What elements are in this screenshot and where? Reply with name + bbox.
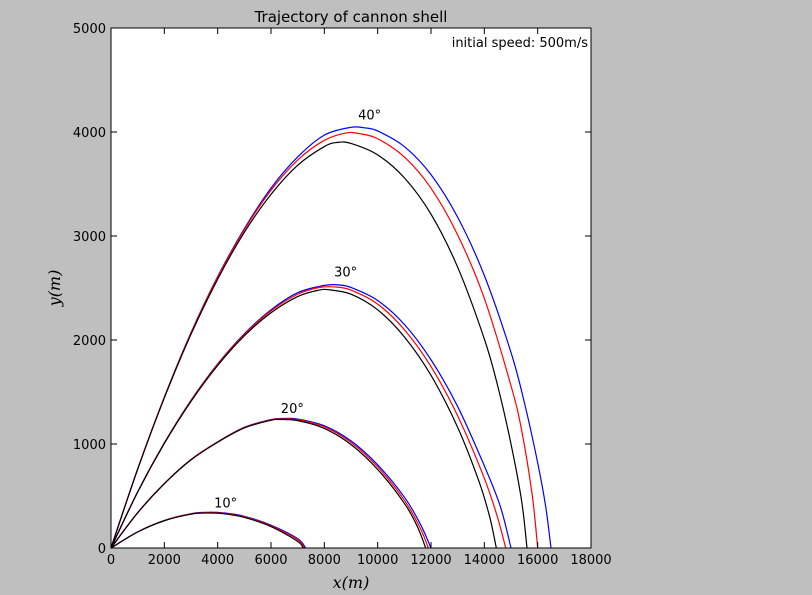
trajectory-20-black <box>110 418 427 549</box>
series-layer <box>110 126 552 549</box>
y-tick-label: 4000 <box>73 126 106 141</box>
y-tick-label: 5000 <box>73 22 106 37</box>
x-tick-label: 14000 <box>464 553 505 568</box>
x-tick-label: 18000 <box>570 553 611 568</box>
x-tick-label: 6000 <box>254 553 287 568</box>
y-tick-label: 0 <box>98 542 106 557</box>
y-axis: 0 1000 2000 3000 4000 5000 <box>73 22 591 557</box>
angle-label: 40° <box>358 109 381 124</box>
x-tick-label: 10000 <box>357 553 398 568</box>
trajectory-10-black <box>110 512 304 549</box>
angle-label: 10° <box>214 496 237 511</box>
trajectory-30-black <box>110 288 497 549</box>
chart-title: Trajectory of cannon shell <box>254 8 448 26</box>
trajectory-40-black <box>110 141 528 549</box>
x-tick-label: 0 <box>107 553 115 568</box>
speed-annotation: initial speed: 500m/s <box>452 36 589 51</box>
plot-frame <box>110 27 592 549</box>
x-tick-label: 2000 <box>148 553 181 568</box>
x-tick-label: 8000 <box>308 553 341 568</box>
angle-label: 20° <box>281 402 304 417</box>
y-axis-label: y(m) <box>45 270 64 308</box>
angle-label: 30° <box>334 266 357 281</box>
y-tick-label: 3000 <box>73 230 106 245</box>
y-tick-label: 2000 <box>73 334 106 349</box>
y-tick-label: 1000 <box>73 438 106 453</box>
x-axis: 0 2000 4000 6000 8000 10000 12000 14000 16000 180… <box>107 28 612 568</box>
x-axis-label: x(m) <box>333 573 370 592</box>
x-tick-label: 16000 <box>517 553 558 568</box>
x-tick-label: 4000 <box>201 553 234 568</box>
angle-labels: 10° 20° 30° 40° <box>214 109 381 512</box>
x-tick-label: 12000 <box>410 553 451 568</box>
